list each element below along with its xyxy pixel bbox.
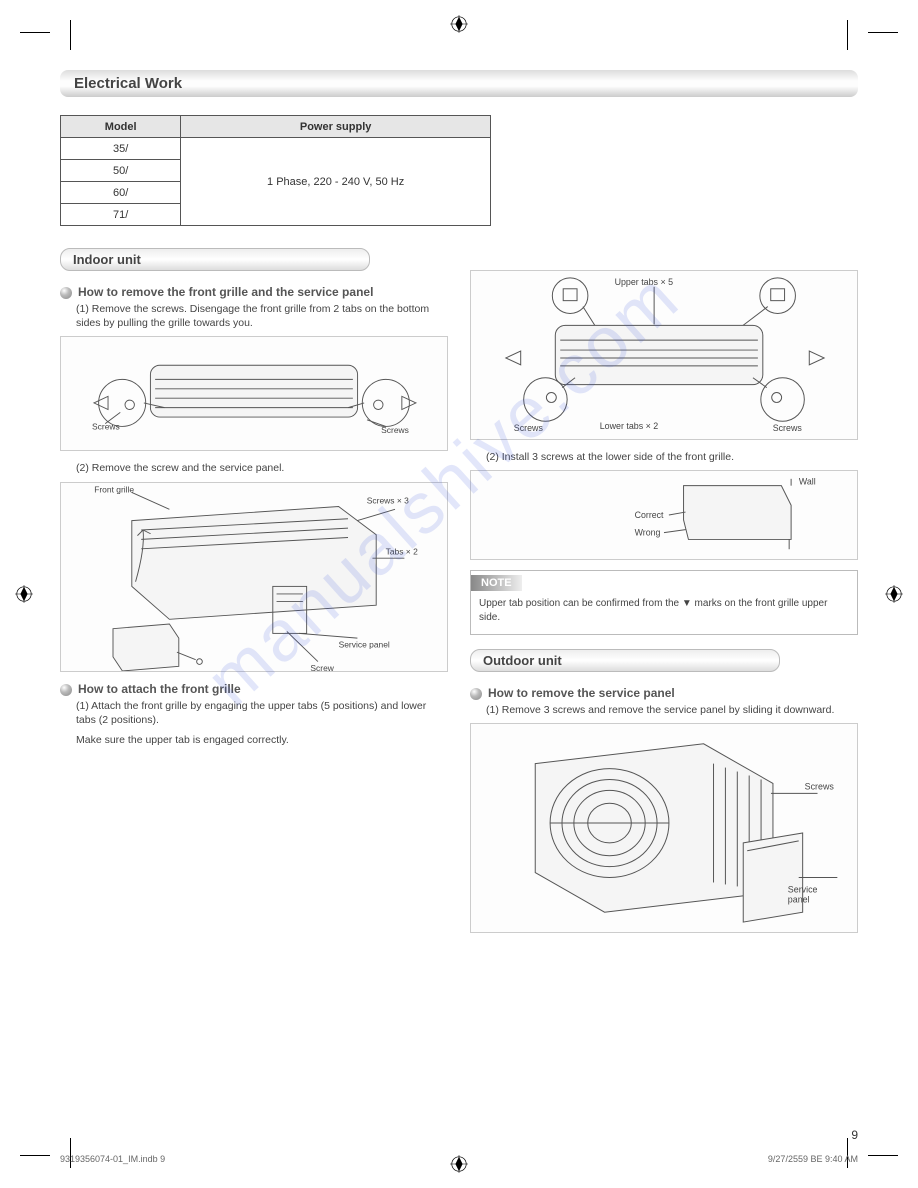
crop-mark-tr bbox=[858, 20, 898, 60]
figure-service-panel: Front grille Screws × 3 Tabs × 2 Service… bbox=[60, 482, 448, 672]
figure-indoor-front: Screws Screws bbox=[60, 336, 448, 451]
note-title: NOTE bbox=[471, 575, 522, 591]
svg-text:Tabs × 2: Tabs × 2 bbox=[386, 546, 418, 556]
svg-text:Screws: Screws bbox=[773, 423, 803, 433]
col-model-header: Model bbox=[61, 116, 181, 138]
svg-text:Lower tabs × 2: Lower tabs × 2 bbox=[600, 421, 659, 431]
crop-mark-br bbox=[858, 1128, 898, 1168]
power-cell: 1 Phase, 220 - 240 V, 50 Hz bbox=[181, 138, 491, 226]
bullet-icon bbox=[60, 684, 72, 696]
bullet-icon bbox=[470, 688, 482, 700]
svg-text:Service panel: Service panel bbox=[339, 639, 390, 649]
figure-outdoor-unit: Screws Servicepanel bbox=[470, 723, 858, 933]
svg-text:Correct: Correct bbox=[635, 510, 664, 520]
registration-mark-bottom bbox=[450, 1155, 468, 1173]
outdoor-unit-heading: Outdoor unit bbox=[470, 649, 780, 672]
footer-timestamp: 9/27/2559 BE 9:40 AM bbox=[768, 1154, 858, 1164]
registration-mark-right bbox=[885, 585, 903, 603]
step-3a-text: (1) Attach the front grille by engaging … bbox=[76, 699, 448, 727]
model-cell: 50/ bbox=[61, 160, 181, 182]
step-3b-text: Make sure the upper tab is engaged corre… bbox=[76, 733, 448, 747]
attach-front-panel-heading: How to attach the front grille bbox=[60, 682, 448, 696]
svg-text:Screws: Screws bbox=[514, 423, 544, 433]
svg-text:Screws: Screws bbox=[805, 782, 835, 792]
svg-text:Upper tabs × 5: Upper tabs × 5 bbox=[615, 277, 674, 287]
heading-text: How to remove the front grille and the s… bbox=[78, 285, 373, 299]
model-cell: 71/ bbox=[61, 204, 181, 226]
registration-mark-top bbox=[450, 15, 468, 33]
heading-text: How to attach the front grille bbox=[78, 682, 241, 696]
svg-text:Wrong: Wrong bbox=[635, 528, 661, 538]
svg-text:Wall: Wall bbox=[799, 477, 816, 487]
svg-text:Screw: Screw bbox=[310, 663, 334, 671]
registration-mark-left bbox=[15, 585, 33, 603]
bullet-icon bbox=[60, 287, 72, 299]
note-box: NOTE Upper tab position can be confirmed… bbox=[470, 570, 858, 635]
note-body: Upper tab position can be confirmed from… bbox=[479, 597, 849, 624]
model-cell: 60/ bbox=[61, 182, 181, 204]
remove-service-panel-heading: How to remove the service panel bbox=[470, 686, 858, 700]
model-cell: 35/ bbox=[61, 138, 181, 160]
figure-attach-tabs: Upper tabs × 5 Lower tabs × 2 Screws Scr… bbox=[470, 270, 858, 440]
page-title: Electrical Work bbox=[60, 70, 858, 97]
svg-text:panel: panel bbox=[788, 895, 810, 905]
svg-text:Screws: Screws bbox=[381, 425, 409, 435]
footer-file-id: 9319356074-01_IM.indb 9 bbox=[60, 1154, 165, 1164]
indoor-unit-heading: Indoor unit bbox=[60, 248, 370, 271]
svg-text:Screws × 3: Screws × 3 bbox=[367, 495, 409, 505]
svg-text:Front grille: Front grille bbox=[94, 484, 134, 494]
figure-small-unit: Wall Correct Wrong bbox=[470, 470, 858, 560]
step-4-text: (2) Install 3 screws at the lower side o… bbox=[486, 450, 858, 464]
crop-mark-tl bbox=[20, 20, 60, 60]
step-2-text: (2) Remove the screw and the service pan… bbox=[76, 461, 448, 475]
svg-text:Service: Service bbox=[788, 885, 818, 895]
col-power-header: Power supply bbox=[181, 116, 491, 138]
spec-table: Model Power supply 35/ 1 Phase, 220 - 24… bbox=[60, 115, 491, 226]
remove-front-panel-heading: How to remove the front grille and the s… bbox=[60, 285, 448, 299]
page-number: 9 bbox=[851, 1128, 858, 1142]
table-header-row: Model Power supply bbox=[61, 116, 491, 138]
table-row: 35/ 1 Phase, 220 - 240 V, 50 Hz bbox=[61, 138, 491, 160]
crop-mark-bl bbox=[20, 1128, 60, 1168]
outdoor-step-text: (1) Remove 3 screws and remove the servi… bbox=[486, 703, 858, 717]
heading-text: How to remove the service panel bbox=[488, 686, 675, 700]
step-1-text: (1) Remove the screws. Disengage the fro… bbox=[76, 302, 448, 330]
